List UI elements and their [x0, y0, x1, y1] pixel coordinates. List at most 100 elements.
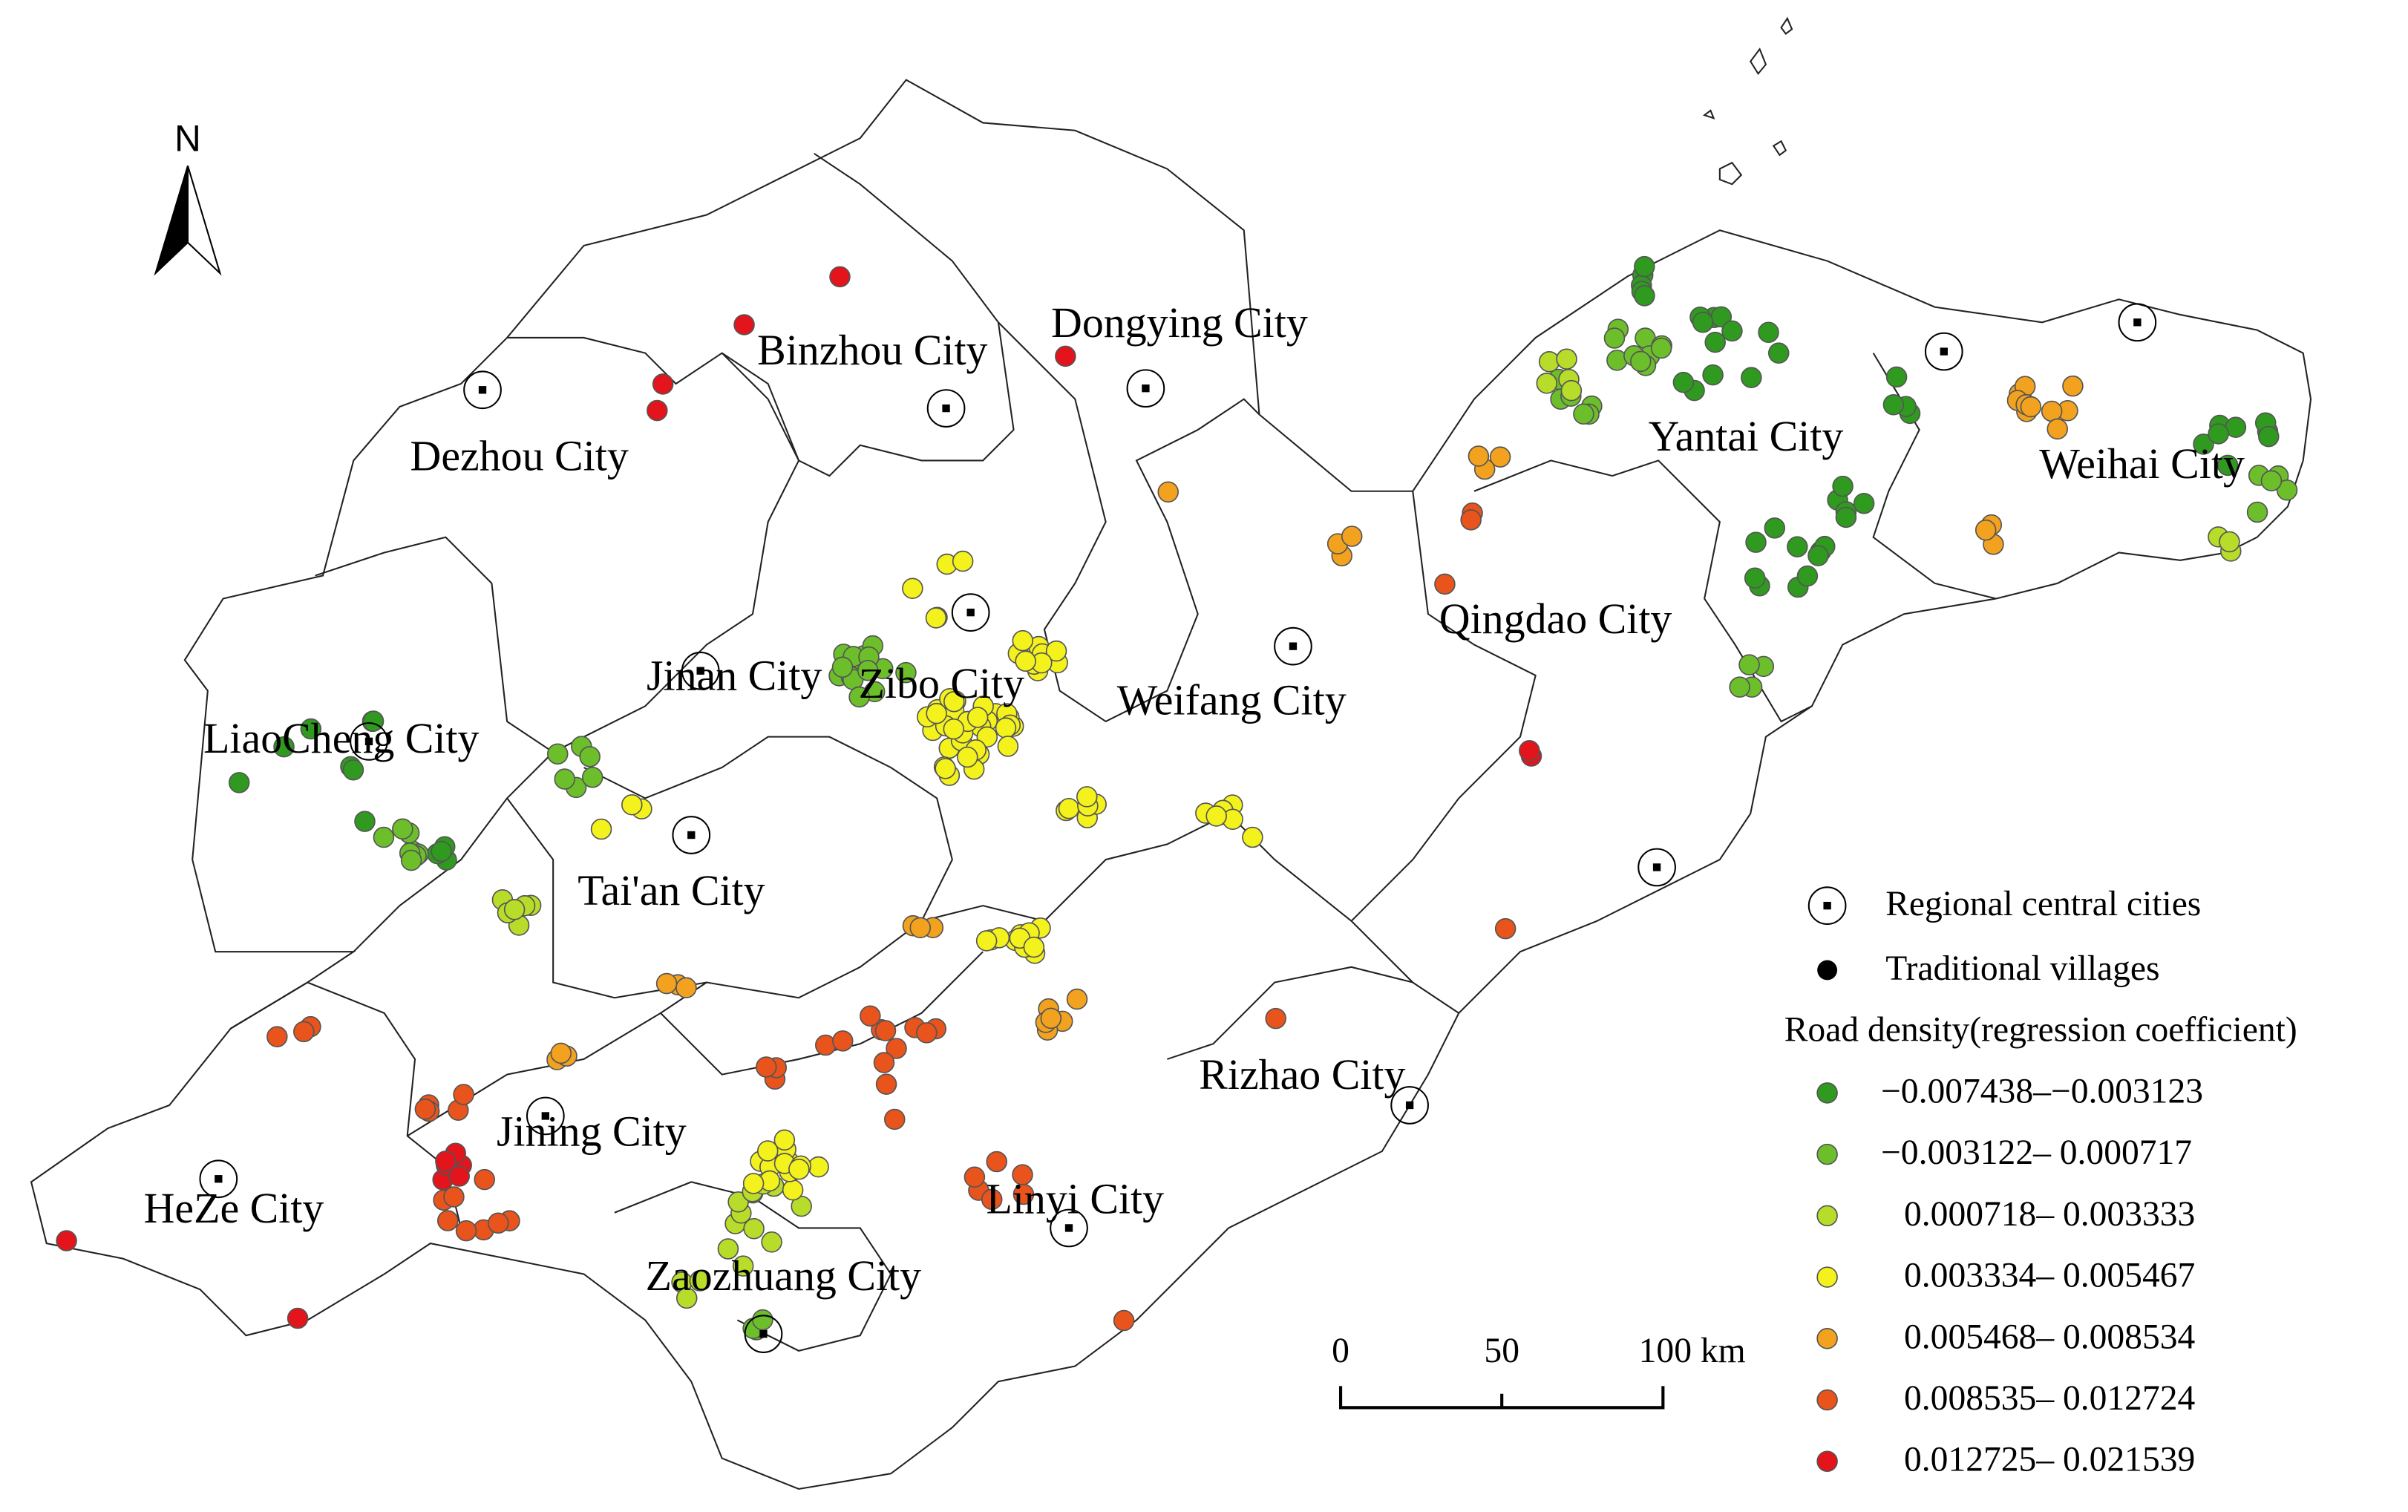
- legend-class-symbol: [1816, 1266, 1838, 1288]
- central-city-square: [696, 667, 704, 675]
- legend-class-label: 0.008535– 0.012724: [1904, 1379, 2195, 1418]
- village-point: [675, 977, 697, 998]
- village-point: [1012, 1183, 1035, 1205]
- village-point: [848, 686, 870, 708]
- village-point: [935, 758, 956, 779]
- city-labels: Dezhou City Binzhou City Dongying City Yant…: [144, 298, 2245, 1300]
- central-city-marker: [672, 816, 711, 854]
- city-label: Weihai City: [2039, 439, 2245, 488]
- village-point: [436, 1210, 459, 1231]
- village-point: [909, 917, 932, 939]
- village-point: [986, 1151, 1008, 1173]
- village-point: [455, 1220, 477, 1242]
- village-point: [503, 899, 526, 920]
- village-point: [875, 1073, 897, 1095]
- village-point: [1745, 531, 1767, 553]
- village-point: [1885, 366, 1908, 388]
- village-point: [1975, 519, 1997, 541]
- village-point: [400, 849, 422, 871]
- village-point: [2047, 418, 2068, 440]
- central-city-square: [2133, 318, 2142, 327]
- village-point: [431, 840, 452, 863]
- village-point: [756, 1056, 777, 1078]
- village-point: [453, 1084, 474, 1105]
- village-point: [1460, 509, 1482, 531]
- village-point: [2208, 423, 2229, 445]
- central-city-marker: [681, 651, 720, 690]
- central-city-square: [1142, 384, 1150, 393]
- village-point: [883, 1108, 906, 1130]
- central-city-square: [364, 737, 373, 746]
- village-point: [1738, 654, 1760, 675]
- legend-center-square: [1823, 901, 1831, 910]
- village-point: [675, 1287, 698, 1309]
- village-point: [273, 736, 295, 758]
- central-city-marker: [1050, 1208, 1088, 1248]
- legend: Regional central cities Traditional vill…: [1784, 885, 2297, 1479]
- village-point: [874, 1020, 897, 1041]
- scale-label: 100 km: [1639, 1332, 1746, 1370]
- city-label: Zaozhuang City: [646, 1251, 921, 1300]
- scale-bar: 0 50 100 km: [1332, 1332, 1746, 1410]
- village-point: [788, 1158, 810, 1180]
- village-point: [1341, 526, 1363, 547]
- central-city-square: [759, 1329, 768, 1338]
- village-point: [752, 1309, 773, 1331]
- village-point: [2062, 375, 2084, 397]
- village-point: [1882, 394, 1905, 416]
- village-point: [975, 930, 998, 952]
- village-point: [474, 1168, 495, 1191]
- village-point: [1692, 311, 1714, 333]
- village-point: [546, 743, 569, 765]
- central-city-marker: [526, 1096, 565, 1136]
- village-point: [832, 1030, 854, 1052]
- city-label: Weifang City: [1117, 676, 1347, 724]
- village-point: [354, 811, 376, 832]
- village-point: [1634, 285, 1655, 307]
- village-point: [717, 1238, 739, 1260]
- village-point: [266, 1026, 288, 1047]
- village-point: [2276, 480, 2298, 501]
- central-city-square: [1289, 642, 1298, 650]
- village-point: [2258, 425, 2280, 448]
- village-point: [2216, 454, 2239, 477]
- central-city-square: [541, 1112, 549, 1120]
- village-point: [1468, 445, 1490, 467]
- village-point: [1629, 350, 1652, 373]
- central-city-square: [687, 831, 696, 840]
- village-point: [293, 1021, 315, 1043]
- village-point: [1764, 517, 1786, 539]
- village-point: [392, 818, 413, 840]
- village-point: [1556, 348, 1577, 370]
- central-city-marker: [951, 593, 990, 632]
- legend-village-symbol: [1817, 960, 1838, 981]
- village-point: [831, 656, 854, 678]
- central-city-square: [1064, 1224, 1073, 1232]
- village-point: [1066, 988, 1088, 1010]
- city-label: Linyi City: [986, 1175, 1164, 1223]
- central-city-marker: [463, 370, 502, 410]
- village-point: [733, 314, 755, 336]
- village-point: [757, 1140, 779, 1162]
- village-point: [997, 736, 1019, 757]
- central-city-marker: [350, 722, 388, 761]
- village-point: [2041, 400, 2063, 422]
- village-point: [1560, 379, 1583, 402]
- village-point: [1650, 337, 1672, 359]
- village-point: [1040, 1007, 1062, 1030]
- village-point: [1832, 475, 1854, 497]
- village-point: [2219, 531, 2240, 553]
- village-point: [590, 818, 612, 840]
- village-point: [2020, 396, 2042, 418]
- village-point: [655, 972, 678, 995]
- central-city-square: [215, 1175, 223, 1183]
- city-label: Jinan City: [647, 651, 822, 699]
- village-point: [443, 1186, 465, 1208]
- village-point: [287, 1307, 309, 1329]
- legend-class-label: −0.007438–−0.003123: [1881, 1072, 2203, 1110]
- village-point: [857, 659, 879, 681]
- village-point: [1058, 797, 1080, 819]
- central-city-marker: [926, 389, 966, 428]
- city-label: Tai'an City: [578, 866, 765, 914]
- village-point: [621, 793, 643, 816]
